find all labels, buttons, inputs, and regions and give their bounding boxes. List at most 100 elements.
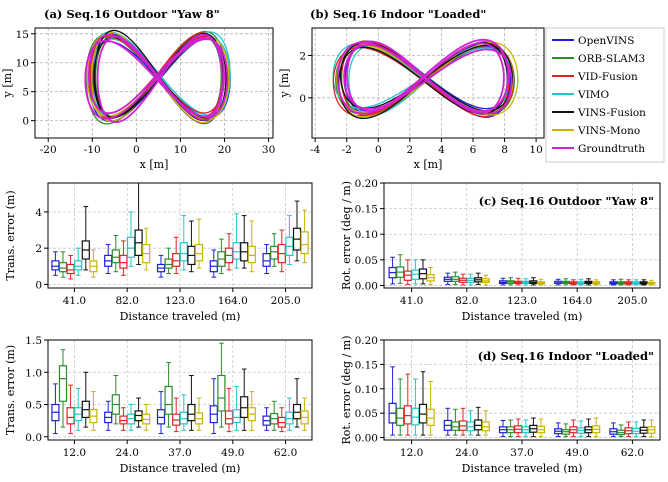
box-body (179, 411, 188, 425)
x-tick-label: 37.0 (510, 447, 533, 459)
x-axis-label: Distance traveled (m) (120, 310, 241, 323)
y-tick-label: 0.10 (355, 384, 378, 396)
y-tick-label: 0 (22, 116, 29, 128)
x-tick-label: 205.0 (271, 295, 301, 307)
x-tick-label: 164.0 (218, 295, 248, 307)
y-tick-label: 5 (22, 87, 29, 99)
y-tick-label: 0.20 (355, 178, 378, 190)
y-tick-label: 10 (16, 58, 29, 70)
x-tick-label: 12.0 (400, 447, 423, 459)
box-body (179, 242, 188, 262)
box-body (58, 365, 68, 402)
legend-label-orb-slam3: ORB-SLAM3 (578, 53, 645, 65)
x-tick-label: -20 (40, 144, 57, 156)
x-tick-label: 10 (529, 144, 542, 156)
box-body (396, 407, 405, 426)
x-tick-label: -4 (310, 144, 321, 156)
boxplot-outdoor-rot: 41.0 82.0 123.0 164.0 205.0 0.00 0.05 0.10 0.15 0… (340, 178, 661, 323)
x-axis-label: x [m] (140, 158, 169, 171)
legend-label-groundtruth: Groundtruth (578, 143, 645, 155)
y-tick-label: 2 (299, 51, 306, 63)
x-tick-label: 164.0 (562, 295, 592, 307)
box-body (451, 421, 460, 431)
x-tick-label: 12.0 (63, 447, 86, 459)
y-tick-label: 1.0 (25, 367, 42, 379)
y-tick-label: 1.5 (25, 335, 42, 347)
y-axis-label: y [m] (278, 69, 291, 99)
box-body (172, 253, 181, 267)
x-tick-label: 49.0 (566, 447, 589, 459)
box-body (119, 254, 128, 269)
box-body (247, 245, 256, 264)
x-tick-label: 24.0 (455, 447, 478, 459)
x-tick-label: 82.0 (455, 295, 478, 307)
y-axis-label: y [m] (1, 69, 14, 99)
y-tick-label: 0.00 (355, 280, 378, 292)
x-tick-label: 10 (174, 144, 187, 156)
panel-c-title: (c) Seq.16 Outdoor "Yaw 8" (479, 194, 654, 208)
panel-d-title: (d) Seq.16 Indoor "Loaded" (478, 349, 654, 363)
axes-frame (311, 27, 545, 139)
y-tick-label: 0.5 (25, 400, 42, 412)
y-tick-label: 0.05 (355, 255, 378, 267)
x-tick-label: 123.0 (165, 295, 195, 307)
boxplot-indoor-rot: 12.0 24.0 37.0 49.0 62.0 0.00 0.05 0.10 0.15 0.20… (340, 335, 661, 475)
x-axis-label: Distance traveled (m) (462, 310, 583, 323)
box-body (74, 260, 83, 271)
axes-frame (34, 27, 274, 139)
boxplot-outdoor-trans: 41.0 82.0 123.0 164.0 205.0 0 2 4 Distance trave… (4, 182, 313, 323)
y-tick-label: 0 (35, 279, 42, 291)
x-tick-label: 41.0 (400, 295, 423, 307)
boxplot-indoor-trans: 12.0 24.0 37.0 49.0 62.0 0.0 0.5 1.0 1.5 Distance… (4, 335, 313, 475)
box-body (232, 242, 241, 260)
panel-b-title: (b) Seq.16 Indoor "Loaded" (310, 7, 486, 21)
y-axis-label: Trans. error (m) (4, 190, 17, 280)
trajectory-plot-outdoor: -20 -10 0 10 20 30 0 5 10 15 x [m] y [m] (1, 27, 275, 171)
box-body (285, 411, 294, 425)
box-body (224, 410, 234, 425)
box-body (232, 409, 241, 424)
box-body (426, 408, 435, 426)
x-tick-label: 0 (375, 144, 382, 156)
x-tick-label: 37.0 (168, 447, 191, 459)
x-tick-label: 49.0 (221, 447, 244, 459)
y-tick-label: 0.15 (355, 204, 378, 216)
x-tick-label: 0 (133, 144, 140, 156)
y-axis-label: Rot. error (deg / m) (340, 335, 353, 444)
y-tick-label: 4 (35, 207, 42, 219)
box-body (262, 253, 271, 267)
box-body (156, 409, 166, 425)
box-body (292, 403, 302, 420)
y-tick-label: 0.20 (355, 335, 378, 347)
box-body (194, 243, 204, 262)
x-tick-label: 62.0 (621, 447, 644, 459)
y-tick-label: 0.10 (355, 229, 378, 241)
box-body (66, 407, 75, 425)
legend-label-openvins: OpenVINS (578, 35, 634, 47)
y-tick-label: 0.00 (355, 433, 378, 445)
box-body (164, 385, 173, 415)
box-body (164, 258, 173, 269)
x-tick-label: -2 (342, 144, 352, 156)
x-tick-label: 62.0 (274, 447, 297, 459)
y-tick-label: 0.05 (355, 408, 378, 420)
box-body (66, 263, 75, 275)
box-body (51, 260, 60, 271)
box-body (270, 245, 279, 260)
y-tick-label: 0.0 (25, 432, 42, 444)
legend: OpenVINS ORB-SLAM3 VID-Fusion VIMO VINS-Fusi… (545, 27, 665, 163)
trajectory-groundtruth (84, 33, 229, 123)
box-body (111, 249, 120, 264)
x-tick-label: 6 (470, 144, 477, 156)
panel-a-title: (a) Seq.16 Outdoor "Yaw 8" (44, 7, 220, 21)
legend-label-vimo: VIMO (577, 89, 609, 101)
x-tick-label: 123.0 (507, 295, 537, 307)
x-tick-label: 30 (262, 144, 275, 156)
x-tick-label: 41.0 (63, 295, 86, 307)
y-axis-label: Rot. error (deg / m) (340, 181, 353, 290)
box-body (240, 396, 249, 419)
box-body (187, 403, 196, 422)
legend-label-vins-fusion: VINS-Fusion (577, 107, 646, 119)
